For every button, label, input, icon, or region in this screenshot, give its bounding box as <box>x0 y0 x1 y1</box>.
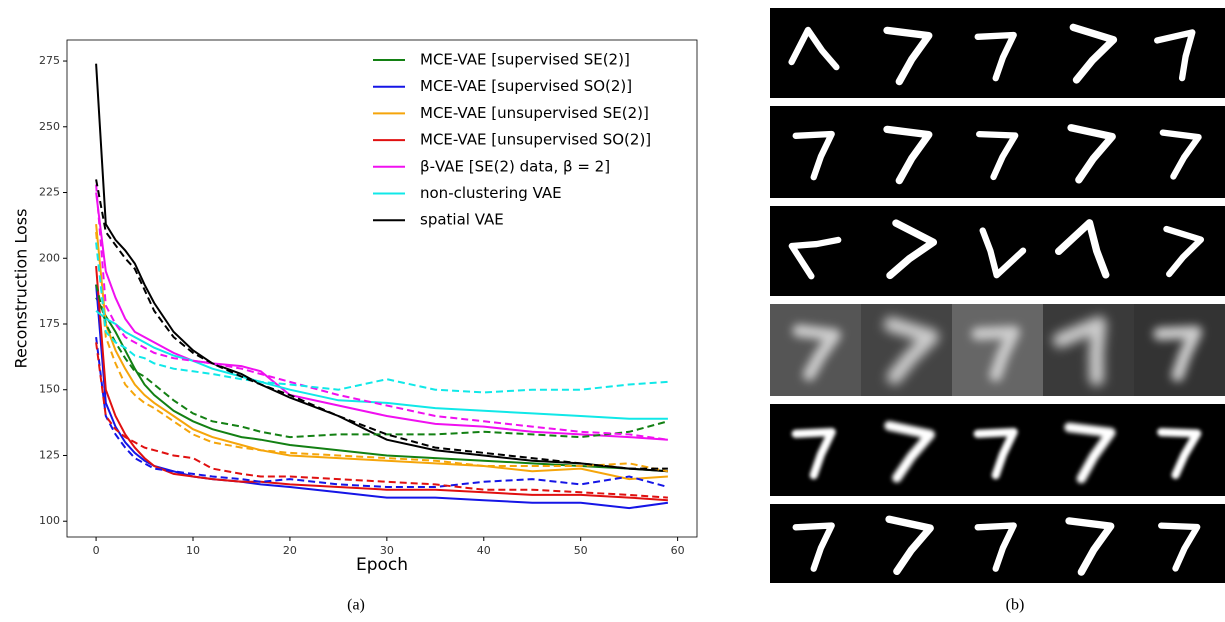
y-tick-label: 275 <box>39 54 60 67</box>
x-tick-label: 60 <box>671 544 685 557</box>
image-cell <box>952 106 1043 198</box>
plot-frame <box>66 39 698 538</box>
digit-stroke <box>883 316 939 385</box>
digit-stroke <box>976 130 1019 181</box>
legend-label: MCE-VAE [supervised SE(2)] <box>420 51 630 69</box>
image-cell <box>770 404 861 496</box>
image-cell <box>952 404 1043 496</box>
plot-area: 100 125 150 175 200 225 250 275 0 10 20 30 40 50 60 Epo… <box>12 39 698 575</box>
y-tick-label: 250 <box>39 120 60 133</box>
line <box>95 336 669 488</box>
y-tick-label: 125 <box>39 448 60 461</box>
x-tick-label: 0 <box>93 544 100 557</box>
line <box>95 184 669 441</box>
image-cell <box>861 106 952 198</box>
image-cell <box>1134 304 1225 396</box>
legend-label: non-clustering VAE <box>420 184 562 202</box>
image-cell <box>1043 504 1134 583</box>
image-cell <box>952 304 1043 396</box>
digit-stroke <box>792 324 841 381</box>
digit-stroke <box>788 236 842 280</box>
image-cell <box>1134 106 1225 198</box>
x-axis-label: Epoch <box>356 555 408 575</box>
line <box>95 179 668 470</box>
image-cell <box>770 106 861 198</box>
digit-stroke <box>883 26 933 86</box>
caption: (b) <box>1006 597 1025 614</box>
digit-stroke <box>792 522 835 572</box>
digit-stroke <box>883 125 933 185</box>
image-cell <box>952 8 1043 98</box>
image-cell <box>861 304 952 396</box>
digit-stroke <box>1154 29 1196 82</box>
digit-stroke <box>971 325 1021 382</box>
line <box>95 266 668 502</box>
digit-stroke <box>884 421 935 483</box>
y-axis-label: Reconstruction Loss <box>12 209 31 369</box>
legend-label: β-VAE [SE(2) data, β = 2] <box>420 157 610 175</box>
image-cell <box>861 8 952 98</box>
image-cell <box>1043 8 1134 98</box>
digit-stroke <box>973 427 1018 480</box>
legend-label: spatial VAE <box>420 211 504 229</box>
digit-stroke <box>1153 325 1203 382</box>
y-tick-label: 200 <box>39 251 60 264</box>
legend-label: MCE-VAE [unsupervised SE(2)] <box>420 104 649 122</box>
legend-label: MCE-VAE [supervised SO(2)] <box>420 77 632 95</box>
image-cell <box>770 304 861 396</box>
x-tick-label: 30 <box>380 544 394 557</box>
image-cell <box>770 8 861 98</box>
image-cell <box>1134 504 1225 583</box>
line <box>95 342 668 499</box>
y-tick-label: 100 <box>39 514 60 527</box>
line <box>95 192 668 441</box>
digit-stroke <box>1064 422 1116 484</box>
image-grid <box>770 8 1225 583</box>
line <box>95 297 668 473</box>
y-tick-label: 150 <box>39 383 60 396</box>
digit-stroke <box>792 130 835 181</box>
digit-stroke <box>788 26 840 71</box>
digit-stroke <box>1158 522 1201 572</box>
caption: (a) <box>347 597 365 614</box>
digit-stroke <box>1069 23 1118 84</box>
digit-stroke <box>974 31 1017 82</box>
digit-stroke <box>1067 124 1116 184</box>
legend-label: MCE-VAE [unsupervised SO(2)] <box>420 131 651 149</box>
image-cell <box>1043 404 1134 496</box>
image-cell <box>1043 106 1134 198</box>
image-cell <box>1134 206 1225 296</box>
image-cell <box>861 504 952 583</box>
x-tick-label: 40 <box>477 544 491 557</box>
image-cell <box>770 206 861 296</box>
image-cell <box>861 206 952 296</box>
digit-stroke <box>1157 428 1202 479</box>
image-cell <box>861 404 952 496</box>
x-tick-label: 20 <box>283 544 297 557</box>
image-cell <box>1043 304 1134 396</box>
digit-stroke <box>1054 219 1110 279</box>
line <box>95 224 668 481</box>
line <box>95 310 668 420</box>
image-cell <box>952 206 1043 296</box>
line <box>95 242 668 394</box>
digit-stroke <box>1052 316 1107 386</box>
digit-stroke <box>979 227 1027 279</box>
image-cell <box>1134 404 1225 496</box>
line <box>95 63 668 473</box>
digit-stroke <box>974 522 1017 572</box>
digit-stroke <box>886 219 938 280</box>
digit-stroke <box>1163 225 1205 278</box>
line <box>95 231 669 473</box>
x-tick-label: 50 <box>574 544 588 557</box>
y-tick-label: 175 <box>39 317 60 330</box>
digit-stroke <box>1065 517 1115 576</box>
digit-stroke <box>885 515 934 576</box>
digit-stroke <box>791 427 836 480</box>
y-tick-label: 225 <box>39 186 60 199</box>
digit-stroke <box>1159 129 1202 180</box>
image-cell <box>1134 8 1225 98</box>
x-tick-label: 10 <box>186 544 200 557</box>
